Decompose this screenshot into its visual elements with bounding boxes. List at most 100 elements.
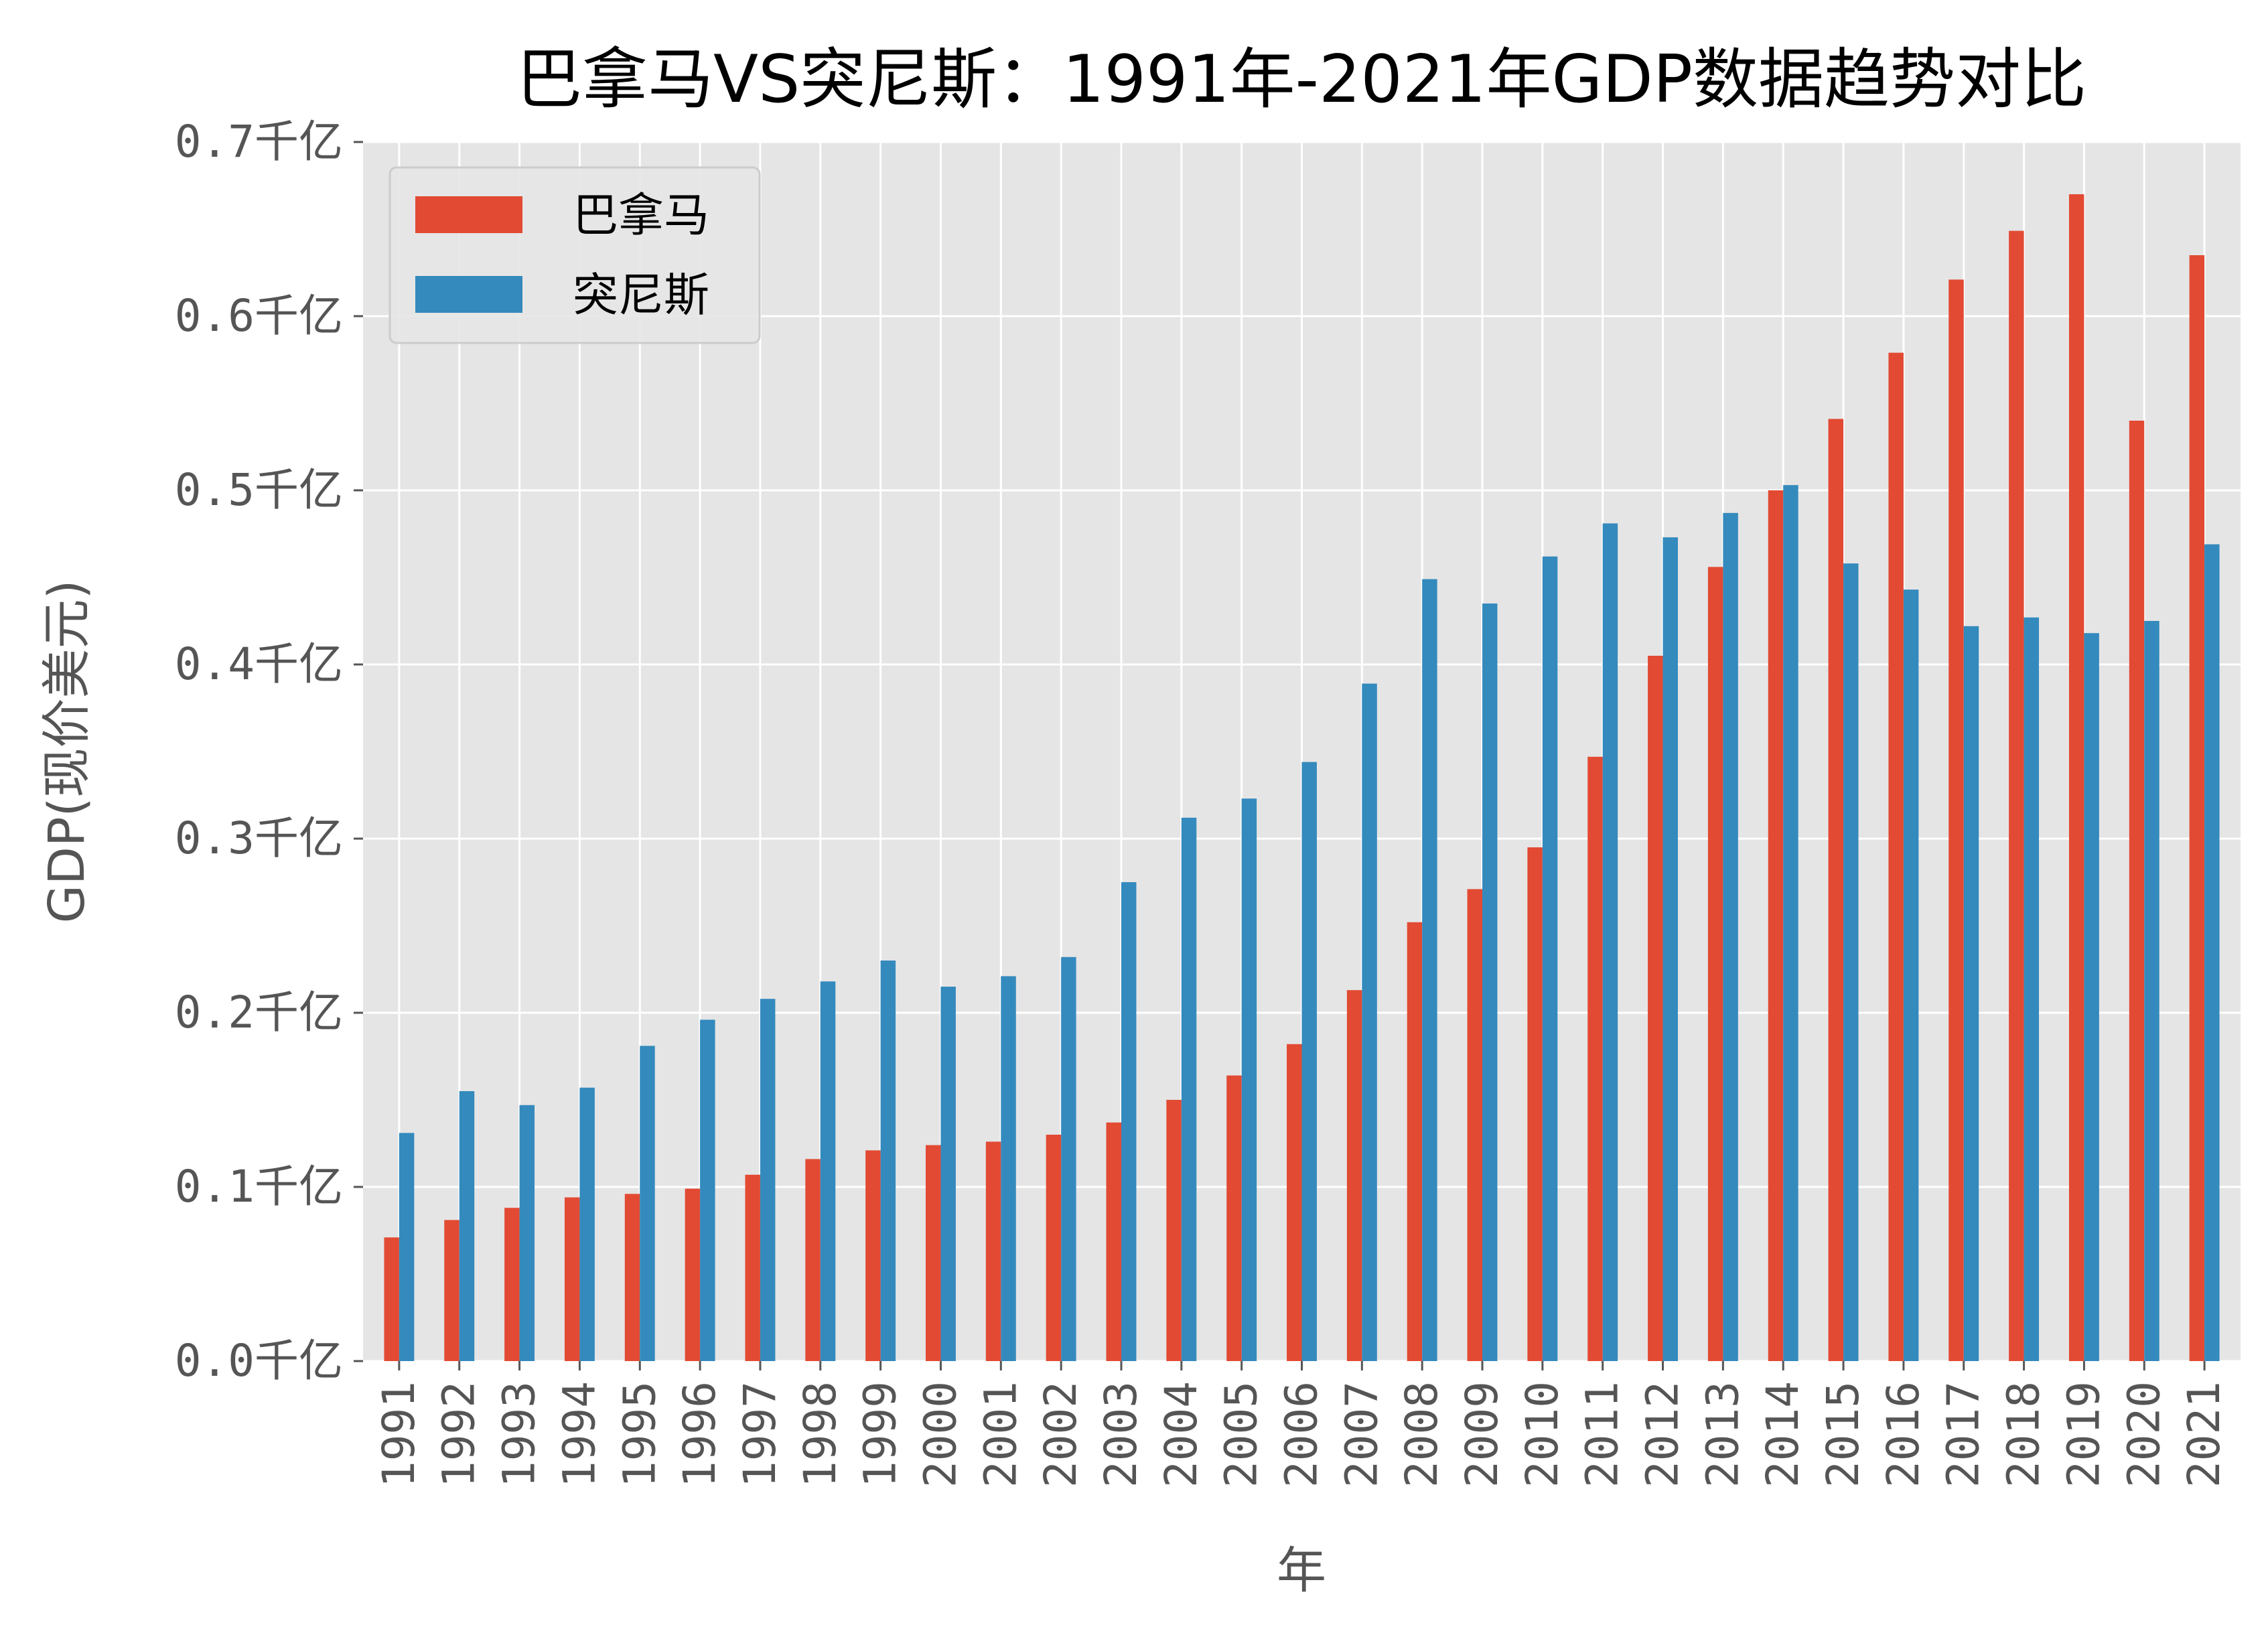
x-tick-label: 2000	[914, 1381, 966, 1488]
bar-tunisia-1993	[519, 1105, 535, 1361]
chart-title: 巴拿马VS突尼斯：1991年-2021年GDP数据趋势对比	[516, 42, 2086, 118]
y-tick-label: 0.6千亿	[175, 290, 343, 342]
x-tick-label: 2004	[1155, 1381, 1207, 1488]
bar-tunisia-2014	[1783, 485, 1798, 1362]
y-tick-label: 0.7千亿	[175, 116, 343, 167]
bar-panama-2002	[1046, 1135, 1062, 1361]
bar-tunisia-2008	[1422, 579, 1437, 1361]
x-tick-label: 1995	[614, 1381, 665, 1488]
bar-tunisia-2005	[1241, 798, 1257, 1361]
x-tick-label: 1993	[494, 1381, 545, 1488]
legend-swatch-panama	[415, 196, 522, 233]
x-tick-label: 2015	[1817, 1381, 1869, 1488]
x-tick-label: 2007	[1336, 1381, 1387, 1488]
x-tick-label: 2008	[1396, 1381, 1447, 1488]
bar-panama-1997	[745, 1174, 760, 1361]
bar-tunisia-2010	[1542, 556, 1558, 1361]
bar-panama-1993	[504, 1208, 520, 1361]
x-tick-label: 2014	[1757, 1381, 1809, 1488]
bar-panama-2011	[1587, 756, 1603, 1361]
bar-panama-2019	[2068, 194, 2084, 1361]
bar-panama-2000	[926, 1145, 941, 1361]
bar-panama-1992	[444, 1220, 459, 1361]
bar-panama-2013	[1707, 567, 1723, 1361]
x-tick-label: 2011	[1577, 1381, 1628, 1488]
x-tick-label: 1996	[674, 1381, 725, 1488]
bar-tunisia-2021	[2204, 544, 2220, 1361]
legend-label-panama: 巴拿马	[573, 190, 709, 242]
x-tick-label: 2006	[1276, 1381, 1328, 1488]
x-tick-label: 2003	[1095, 1381, 1147, 1488]
bar-panama-2015	[1828, 419, 1844, 1361]
x-tick-label: 2010	[1516, 1381, 1568, 1488]
x-tick-label: 2021	[2178, 1381, 2230, 1488]
bar-tunisia-2015	[1843, 563, 1859, 1362]
bar-tunisia-1998	[820, 981, 836, 1361]
bar-panama-2012	[1648, 656, 1663, 1361]
bar-tunisia-2001	[1001, 976, 1016, 1361]
y-axis-label: GDP(现价美元)	[38, 580, 96, 924]
bar-tunisia-2011	[1602, 523, 1618, 1361]
y-tick-label: 0.3千亿	[175, 812, 343, 864]
bar-panama-2008	[1407, 922, 1423, 1361]
bar-tunisia-2018	[2024, 617, 2040, 1361]
bar-tunisia-2009	[1482, 604, 1498, 1361]
bar-panama-1995	[624, 1194, 640, 1361]
bar-tunisia-2017	[1963, 626, 1979, 1361]
bar-panama-1996	[685, 1188, 701, 1361]
bar-panama-2001	[985, 1141, 1001, 1361]
bar-tunisia-2000	[940, 987, 956, 1361]
bar-panama-2020	[2129, 421, 2145, 1361]
x-tick-label: 2012	[1637, 1381, 1689, 1488]
y-tick-label: 0.5千亿	[175, 464, 343, 516]
y-tick-label: 0.0千亿	[175, 1335, 343, 1387]
y-tick-label: 0.1千亿	[175, 1161, 343, 1212]
bar-tunisia-2019	[2084, 633, 2099, 1362]
bar-panama-1999	[865, 1150, 881, 1361]
x-tick-label: 1992	[433, 1381, 485, 1488]
x-tick-label: 2018	[1998, 1381, 2050, 1488]
bar-panama-2006	[1287, 1044, 1302, 1361]
bar-tunisia-2007	[1362, 683, 1377, 1361]
bar-tunisia-1997	[760, 999, 776, 1361]
bar-panama-1991	[384, 1237, 399, 1361]
bar-panama-1994	[564, 1197, 580, 1361]
x-tick-label: 2016	[1877, 1381, 1929, 1488]
bar-tunisia-1991	[399, 1133, 415, 1361]
bar-panama-2021	[2189, 255, 2205, 1361]
bar-tunisia-1992	[459, 1091, 475, 1361]
bar-tunisia-1999	[880, 961, 896, 1361]
bar-tunisia-1996	[700, 1019, 715, 1361]
bar-tunisia-1995	[640, 1046, 655, 1361]
bar-tunisia-2002	[1061, 957, 1076, 1361]
legend-label-tunisia: 突尼斯	[573, 269, 709, 322]
bars	[384, 194, 2220, 1362]
bar-panama-2004	[1166, 1100, 1182, 1361]
legend-swatch-tunisia	[415, 276, 522, 313]
bar-tunisia-2013	[1723, 512, 1738, 1361]
bar-tunisia-2006	[1301, 762, 1317, 1361]
y-tick-label: 0.2千亿	[175, 987, 343, 1038]
bar-panama-2005	[1226, 1075, 1242, 1361]
axis-ticks: 0.0千亿 0.1千亿 0.2千亿 0.3千亿 0.4千亿 0.5千亿 0.6千亿 0.7千亿…	[175, 116, 2230, 1488]
bar-panama-2009	[1467, 889, 1483, 1361]
legend: 巴拿马 突尼斯	[388, 166, 761, 344]
x-tick-label: 2005	[1216, 1381, 1267, 1488]
bar-tunisia-2016	[1903, 589, 1919, 1362]
bar-panama-2017	[1948, 279, 1964, 1361]
x-tick-label: 2020	[2118, 1381, 2170, 1488]
x-axis-label: 年	[1277, 1542, 1326, 1600]
x-tick-label: 1999	[855, 1381, 906, 1488]
bar-panama-2003	[1106, 1122, 1121, 1361]
x-tick-label: 1994	[553, 1381, 605, 1488]
bar-panama-2016	[1888, 352, 1904, 1361]
bar-tunisia-1994	[579, 1087, 595, 1361]
x-tick-label: 2009	[1456, 1381, 1508, 1488]
bar-panama-1998	[805, 1159, 821, 1361]
bar-panama-2007	[1346, 990, 1362, 1361]
x-tick-label: 2002	[1035, 1381, 1086, 1488]
bar-tunisia-2004	[1181, 817, 1197, 1361]
bar-panama-2010	[1527, 847, 1543, 1361]
x-tick-label: 1997	[734, 1381, 786, 1488]
